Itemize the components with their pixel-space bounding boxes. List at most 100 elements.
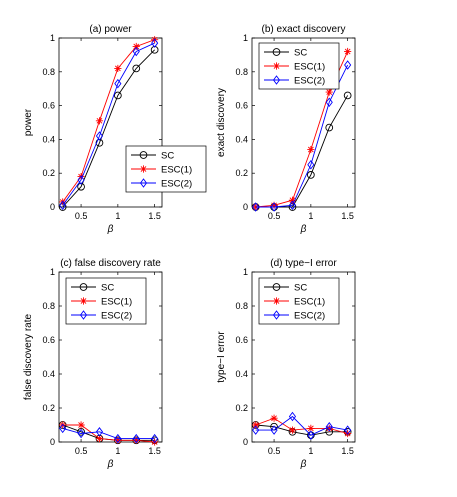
chart-title: (b) exact discovery — [262, 24, 346, 35]
x-tick-label: 1 — [308, 211, 313, 221]
legend-marker — [139, 165, 148, 173]
chart-title: (c) false discovery rate — [60, 258, 161, 269]
legend-marker — [139, 151, 148, 159]
data-point — [252, 421, 260, 429]
legend-entry: ESC(1) — [161, 165, 192, 176]
y-tick-label: 1 — [243, 33, 248, 43]
y-tick-label: 0.8 — [42, 301, 55, 311]
data-point — [114, 436, 122, 444]
legend-entry: ESC(2) — [161, 179, 192, 190]
data-point — [270, 414, 278, 422]
data-point — [59, 423, 67, 434]
y-tick-label: 0.2 — [42, 168, 55, 178]
legend-entry: SC — [294, 48, 307, 59]
series-line — [62, 39, 155, 203]
data-point — [252, 202, 260, 212]
y-tick-label: 0.2 — [235, 168, 248, 178]
legend-marker — [272, 310, 281, 320]
legend-marker — [79, 283, 88, 291]
x-tick-label: 1.5 — [341, 446, 354, 456]
data-point — [114, 91, 122, 100]
legend-entry: SC — [101, 283, 114, 294]
data-point — [288, 200, 297, 211]
y-tick-label: 0.2 — [235, 403, 248, 413]
legend-entry: ESC(2) — [294, 311, 325, 322]
x-tick-label: 1 — [115, 446, 120, 456]
chart-title: (a) power — [89, 24, 132, 35]
data-point — [343, 91, 352, 100]
legend-marker — [272, 297, 281, 305]
y-tick-label: 0 — [50, 202, 55, 212]
y-tick-label: 0 — [243, 437, 248, 447]
legend: SC ESC(1) ESC(2) — [258, 277, 340, 325]
series-esc1 — [252, 414, 352, 438]
data-point — [307, 160, 315, 170]
x-tick-label: 1.5 — [148, 211, 161, 221]
x-axis-label: β — [107, 459, 114, 470]
data-point — [77, 428, 85, 439]
y-axis-label: exact discovery — [216, 88, 227, 157]
data-point — [77, 175, 85, 185]
y-tick-label: 0 — [50, 437, 55, 447]
legend-entry: ESC(2) — [294, 76, 325, 87]
y-tick-label: 0.6 — [42, 101, 55, 111]
y-tick-label: 0.8 — [235, 67, 248, 77]
panel-c: (c) false discovery rate 0.5 1 1.5 0 0.2 0.4 0.… — [23, 258, 163, 470]
y-tick-label: 0.4 — [42, 369, 55, 379]
series-sc — [58, 45, 159, 211]
data-point — [288, 426, 297, 434]
data-point — [95, 427, 104, 437]
data-point — [95, 131, 104, 141]
x-tick-label: 0.5 — [268, 446, 281, 456]
legend-marker — [272, 75, 281, 85]
x-axis-label: β — [300, 459, 307, 470]
legend-marker — [272, 48, 281, 56]
data-point — [270, 202, 278, 212]
data-point — [307, 145, 315, 154]
y-tick-label: 1 — [50, 33, 55, 43]
legend-marker — [272, 283, 281, 291]
legend-entry: SC — [294, 283, 307, 294]
data-point — [270, 201, 278, 209]
data-point — [307, 424, 315, 432]
data-point — [344, 425, 352, 435]
data-point — [151, 433, 159, 444]
data-point — [325, 123, 334, 132]
legend-marker — [79, 297, 88, 305]
x-tick-label: 1.5 — [148, 446, 161, 456]
series-esc2 — [252, 60, 352, 212]
series-line — [62, 49, 155, 208]
y-tick-label: 1 — [50, 267, 55, 277]
legend-marker — [272, 62, 281, 70]
chart-title: (d) type−I error — [270, 258, 337, 269]
legend-entry: ESC(1) — [101, 297, 132, 308]
legend: SC ESC(1) ESC(2) — [125, 145, 207, 193]
data-point — [132, 46, 140, 57]
x-tick-label: 0.5 — [75, 446, 88, 456]
y-axis-label: power — [23, 108, 34, 136]
legend-marker — [139, 178, 148, 188]
y-tick-label: 1 — [243, 267, 248, 277]
series-line — [255, 417, 348, 434]
data-point — [288, 411, 297, 422]
data-point — [132, 436, 140, 444]
series-esc2 — [252, 411, 352, 440]
legend-entry: SC — [161, 151, 174, 162]
data-point — [95, 117, 104, 125]
x-axis-label: β — [300, 224, 307, 235]
data-point — [344, 47, 352, 56]
data-point — [132, 64, 141, 73]
x-tick-label: 1 — [308, 446, 313, 456]
data-point — [325, 421, 333, 432]
data-point — [132, 433, 140, 444]
data-point — [325, 97, 333, 107]
data-point — [151, 38, 159, 48]
y-axis-label: type−I error — [216, 331, 227, 383]
x-tick-label: 0.5 — [75, 211, 88, 221]
y-tick-label: 0.4 — [235, 369, 248, 379]
data-point — [325, 88, 333, 96]
data-point — [114, 433, 122, 444]
data-point — [307, 430, 315, 440]
